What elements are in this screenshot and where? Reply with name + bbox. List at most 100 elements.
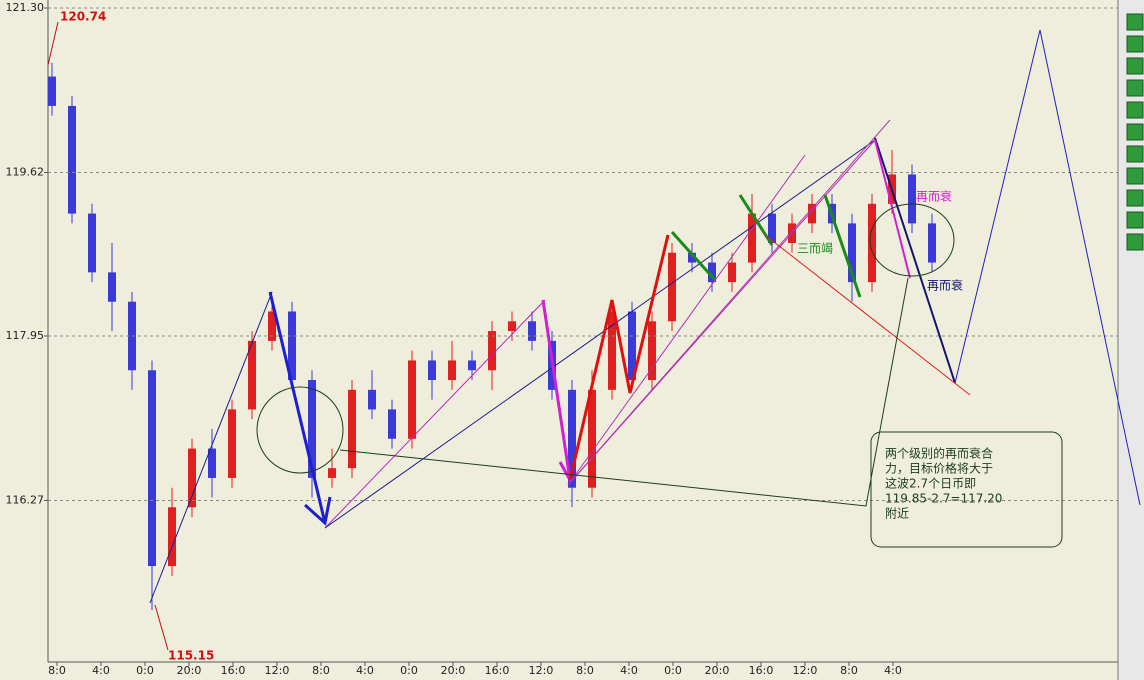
x-tick-label: 8:0 (840, 664, 858, 677)
annotation: 再而衰 (916, 189, 952, 204)
tool-icon (1126, 211, 1144, 229)
candle-body (468, 360, 476, 371)
drawings (47, 21, 1141, 651)
high-label: 120.74 (60, 10, 106, 24)
candle-body (368, 389, 376, 410)
candle-body (248, 340, 256, 410)
arrow (823, 194, 862, 298)
candle-body (268, 311, 276, 341)
x-tick-label: 16:0 (749, 664, 774, 677)
x-tick-label: 8:0 (312, 664, 330, 677)
candle-body (808, 203, 816, 224)
note-line: 这波2.7个日币即 (885, 476, 976, 491)
candle-body (388, 409, 396, 439)
candle-body (348, 389, 356, 469)
circle (869, 203, 955, 277)
candle-body (848, 223, 856, 283)
trend-line (324, 299, 546, 529)
x-tick-label: 20:0 (177, 664, 202, 677)
candle-body (748, 213, 756, 263)
x-tick-label: 12:0 (529, 664, 554, 677)
candle-body (688, 252, 696, 263)
tool-icon (1126, 57, 1144, 75)
trend-line (764, 234, 971, 396)
x-tick-label: 16:0 (485, 664, 510, 677)
candle-body (288, 311, 296, 381)
x-tick-label: 16:0 (221, 664, 246, 677)
connector (339, 277, 909, 507)
x-tick-label: 12:0 (265, 664, 290, 677)
zigzag (568, 234, 670, 481)
y-tick-label: 117.95 (6, 329, 45, 342)
x-tick-label: 4:0 (356, 664, 374, 677)
x-tick-label: 4:0 (884, 664, 902, 677)
circle (256, 386, 344, 474)
arrow-head (303, 496, 332, 526)
trend-line (567, 119, 891, 486)
trend-line (567, 154, 806, 486)
candle-body (928, 223, 936, 263)
x-tick-label: 20:0 (441, 664, 466, 677)
x-tick-label: 4:0 (620, 664, 638, 677)
candle-body (188, 448, 196, 508)
arrow (874, 139, 911, 279)
trend-line (149, 291, 273, 604)
x-tick-label: 8:0 (48, 664, 66, 677)
candle-body (528, 321, 536, 341)
note-line: 119.85-2.7=117.20 (885, 492, 1002, 506)
candle-body (168, 507, 176, 567)
trend-line (324, 139, 876, 529)
arrow (541, 299, 572, 481)
tool-icon (1126, 101, 1144, 119)
tool-icon (1126, 167, 1144, 185)
candle-body (68, 105, 76, 214)
low-label: 115.15 (168, 649, 214, 663)
arrow (268, 291, 327, 524)
x-tick-label: 0:0 (664, 664, 682, 677)
candle-body (88, 213, 96, 273)
candle-body (508, 321, 516, 332)
y-tick-label: 119.62 (6, 165, 45, 178)
tool-icon (1126, 233, 1144, 251)
x-tick-label: 0:0 (136, 664, 154, 677)
tool-icon (1126, 189, 1144, 207)
x-tick-label: 20:0 (705, 664, 730, 677)
candle-body (908, 174, 916, 224)
tool-icon (1126, 79, 1144, 97)
candle-body (708, 262, 716, 283)
marker-line (154, 604, 169, 651)
note-line: 附近 (885, 507, 909, 521)
marker-line (47, 21, 59, 66)
x-tick-label: 4:0 (92, 664, 110, 677)
candle-body (408, 360, 416, 439)
y-tick-label: 116.27 (6, 493, 45, 506)
candle-body (648, 321, 656, 381)
candle-body (568, 389, 576, 488)
note-line: 力，目标价格将大于 (885, 461, 993, 476)
tool-icon (1126, 123, 1144, 141)
candle-body (108, 272, 116, 302)
candle-body (628, 311, 636, 381)
annotation: 三而竭 (797, 242, 833, 256)
candle-body (588, 389, 596, 488)
arrow (874, 137, 956, 384)
candle-body (668, 252, 676, 322)
candle-body (48, 76, 56, 106)
candle-body (428, 360, 436, 381)
tool-icon (1126, 13, 1144, 31)
candle-body (308, 380, 316, 478)
candle-body (228, 409, 236, 478)
candle-body (148, 370, 156, 567)
candle-body (728, 262, 736, 283)
y-tick-label: 121.30 (6, 1, 45, 14)
note-line: 两个级别的再而衰合 (885, 446, 993, 461)
candle-body (868, 203, 876, 283)
annotation: 再而衰 (927, 278, 963, 293)
x-tick-label: 12:0 (793, 664, 818, 677)
x-tick-label: 8:0 (576, 664, 594, 677)
candle-body (328, 468, 336, 478)
x-tick-label: 0:0 (400, 664, 418, 677)
forecast (954, 29, 1141, 506)
